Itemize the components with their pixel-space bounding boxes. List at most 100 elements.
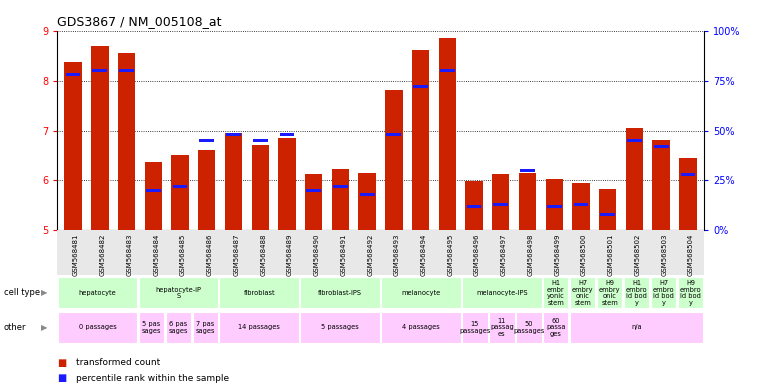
Bar [385,89,403,230]
Text: GSM568499: GSM568499 [554,234,560,276]
Text: 5 passages: 5 passages [321,324,359,330]
Text: ■: ■ [57,373,66,383]
Text: 6 pas
sages: 6 pas sages [169,321,188,334]
Text: 60
passa
ges: 60 passa ges [546,318,565,337]
Bar [440,69,455,72]
Bar [624,277,649,308]
Bar [58,277,137,308]
Bar [305,174,323,230]
Text: H1
embr
yonic
stem: H1 embr yonic stem [547,280,565,306]
Bar [306,189,321,192]
Text: GSM568492: GSM568492 [367,234,373,276]
Text: GSM568494: GSM568494 [421,234,427,276]
Bar [570,277,595,308]
Text: n/a: n/a [631,324,642,330]
Text: GSM568489: GSM568489 [287,234,293,276]
Text: GSM568504: GSM568504 [688,234,694,276]
Text: GSM568501: GSM568501 [608,234,613,276]
Text: GSM568481: GSM568481 [73,234,79,276]
Text: 14 passages: 14 passages [238,324,280,330]
Text: other: other [4,323,27,332]
Bar [360,193,374,196]
Bar [438,38,456,230]
Bar [600,213,615,216]
Bar [466,205,482,208]
Text: H7
embro
id bod
y: H7 embro id bod y [653,280,674,306]
Bar [677,277,703,308]
Bar [572,183,590,230]
Bar [253,139,268,142]
Text: GSM568486: GSM568486 [207,234,213,276]
Bar [652,139,670,230]
Bar [57,230,704,275]
Bar [543,277,568,308]
Bar [651,277,677,308]
Bar [58,312,137,343]
Bar [224,133,242,230]
Bar [654,145,669,148]
Bar [358,173,376,230]
Bar [173,185,187,188]
Bar [301,277,380,308]
Bar [332,169,349,230]
Bar [413,85,428,88]
Text: GSM568487: GSM568487 [234,234,240,276]
Bar [599,189,616,230]
Bar [492,174,509,230]
Text: H9
embro
id bod
y: H9 embro id bod y [680,280,701,306]
Bar [680,173,696,176]
Text: hepatocyte: hepatocyte [78,290,116,296]
Text: hepatocyte-iP
S: hepatocyte-iP S [155,286,202,299]
Bar [493,203,508,206]
Bar [627,139,642,142]
Text: GSM568484: GSM568484 [153,234,159,276]
Bar [118,53,135,230]
Bar [626,128,643,230]
Bar [570,312,703,343]
Bar [145,162,162,230]
Text: GSM568497: GSM568497 [501,234,507,276]
Bar [119,69,134,72]
Text: percentile rank within the sample: percentile rank within the sample [76,374,229,383]
Bar [166,312,191,343]
Text: fibroblast-IPS: fibroblast-IPS [318,290,362,296]
Text: GSM568483: GSM568483 [126,234,132,276]
Text: GSM568498: GSM568498 [527,234,533,276]
Bar [146,189,161,192]
Text: H1
embro
id bod
y: H1 embro id bod y [626,280,648,306]
Bar [574,203,588,206]
Text: GSM568482: GSM568482 [100,234,106,276]
Text: GSM568488: GSM568488 [260,234,266,276]
Bar [489,312,514,343]
Bar [279,133,295,136]
Bar [412,50,429,230]
Text: ■: ■ [57,358,66,368]
Bar [519,173,537,230]
Text: 0 passages: 0 passages [78,324,116,330]
Bar [466,182,482,230]
Bar [65,73,81,76]
Bar [279,138,295,230]
Bar [65,62,81,230]
Bar [226,133,241,136]
Text: 15
passages: 15 passages [459,321,491,334]
Text: transformed count: transformed count [76,358,161,367]
Text: GSM568496: GSM568496 [474,234,480,276]
Text: 4 passages: 4 passages [402,324,440,330]
Bar [387,133,401,136]
Bar [91,46,109,230]
Bar [680,158,696,230]
Text: 50
passages: 50 passages [513,321,544,334]
Bar [520,169,535,172]
Text: 11
passag
es: 11 passag es [490,318,514,337]
Bar [301,312,380,343]
Bar [546,179,563,230]
Text: GSM568500: GSM568500 [581,234,587,276]
Text: GSM568495: GSM568495 [447,234,454,276]
Text: ▶: ▶ [41,323,47,332]
Bar [219,312,299,343]
Text: GDS3867 / NM_005108_at: GDS3867 / NM_005108_at [57,15,221,28]
Text: H9
embry
onic
stem: H9 embry onic stem [599,280,620,306]
Bar [333,185,348,188]
Text: GSM568502: GSM568502 [635,234,641,276]
